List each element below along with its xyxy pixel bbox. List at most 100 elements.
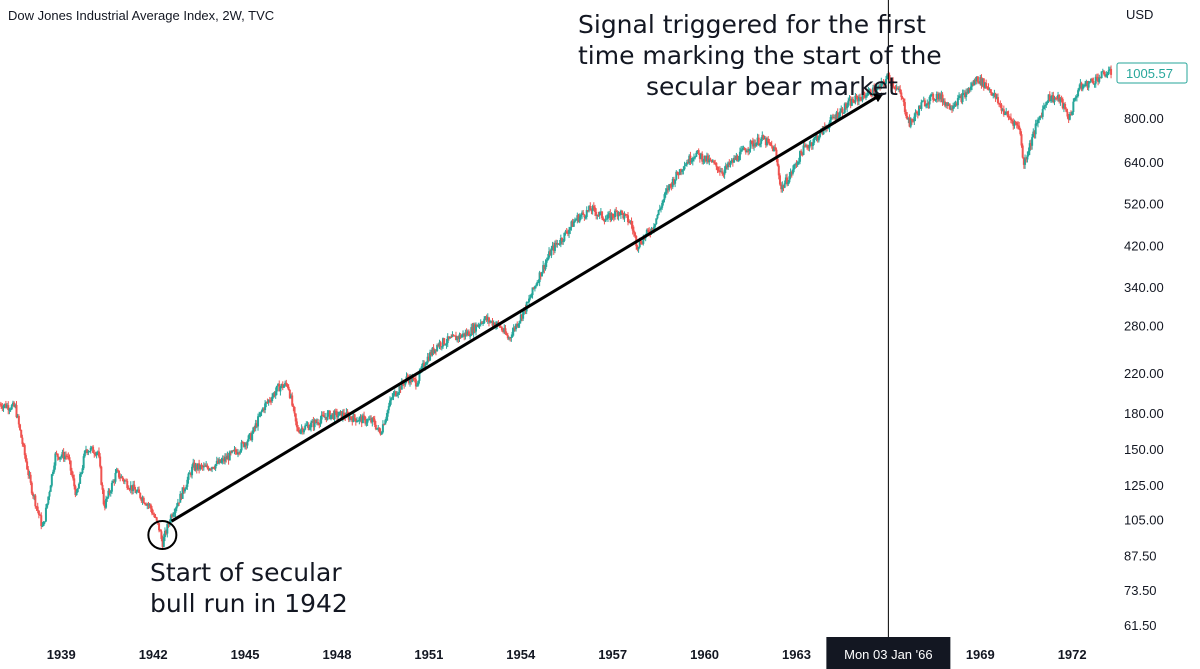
candle-body bbox=[186, 479, 189, 487]
candle-body bbox=[544, 262, 547, 270]
candle-body bbox=[74, 486, 77, 496]
candle-body bbox=[989, 89, 992, 93]
candle-body bbox=[294, 413, 297, 422]
annotation-line: bull run in 1942 bbox=[150, 589, 348, 618]
candle-body bbox=[325, 416, 328, 420]
candle-body bbox=[581, 212, 584, 216]
candle-body bbox=[107, 490, 110, 498]
candle-body bbox=[331, 413, 334, 415]
candle-body bbox=[893, 86, 896, 88]
candle-body bbox=[381, 424, 384, 433]
candle-body bbox=[756, 137, 759, 143]
candle-body bbox=[169, 515, 172, 523]
candle-body bbox=[715, 162, 718, 167]
candle-body bbox=[181, 487, 184, 499]
candle-body bbox=[173, 512, 176, 515]
candle-body bbox=[1088, 81, 1091, 83]
time-axis[interactable]: 1939 1942 1945 1948 1951 1954 1957 1960 1963 1969… bbox=[47, 647, 1087, 662]
candle-body bbox=[287, 386, 290, 390]
candle-body bbox=[1028, 143, 1031, 152]
candle-body bbox=[307, 424, 310, 430]
candle-body bbox=[645, 229, 648, 235]
candle-body bbox=[890, 80, 893, 84]
candle-body bbox=[973, 79, 976, 86]
candle-body bbox=[925, 105, 928, 107]
candle-body bbox=[855, 95, 858, 97]
candle-body bbox=[522, 311, 525, 319]
candle-body bbox=[470, 327, 473, 336]
candle-body bbox=[750, 140, 753, 142]
candle-body bbox=[1051, 95, 1054, 100]
candle-body bbox=[585, 210, 588, 217]
candle-body bbox=[1024, 158, 1027, 165]
candle-body bbox=[340, 411, 343, 419]
candle-body bbox=[661, 202, 664, 208]
candle-body bbox=[540, 272, 543, 277]
candle-body bbox=[993, 93, 996, 95]
candle-body bbox=[226, 455, 229, 460]
candle-body bbox=[339, 411, 342, 413]
candle-body bbox=[257, 416, 260, 427]
candle-body bbox=[142, 497, 145, 504]
candle-body bbox=[43, 521, 46, 523]
candle-body bbox=[28, 474, 31, 476]
candle-body bbox=[128, 489, 131, 491]
candle-body bbox=[677, 174, 680, 176]
candle-body bbox=[434, 349, 437, 351]
x-tick-label: 1954 bbox=[506, 647, 536, 662]
candle-body bbox=[430, 352, 433, 356]
candle-body bbox=[588, 206, 591, 211]
candle-body bbox=[968, 87, 971, 90]
candle-body bbox=[352, 414, 355, 422]
candle-body bbox=[387, 406, 390, 411]
candle-body bbox=[849, 99, 852, 106]
price-axis[interactable]: 800.00 640.00 520.00 420.00 340.00 280.00 220.… bbox=[1124, 111, 1164, 633]
candle-body bbox=[709, 158, 712, 160]
candle-body bbox=[716, 166, 719, 171]
candle-body bbox=[603, 219, 606, 222]
candle-body bbox=[873, 87, 876, 94]
candle-body bbox=[424, 364, 427, 367]
candle-body bbox=[17, 415, 20, 425]
candle-body bbox=[786, 177, 789, 185]
candle-body bbox=[703, 155, 706, 161]
candle-body bbox=[842, 112, 845, 114]
candle-body bbox=[652, 226, 655, 231]
candle-body bbox=[961, 93, 964, 102]
candle-body bbox=[47, 496, 50, 504]
candle-body bbox=[923, 100, 926, 107]
candle-body bbox=[921, 100, 924, 103]
candle-body bbox=[1012, 121, 1015, 126]
candle-body bbox=[180, 493, 183, 499]
candle-body bbox=[802, 145, 805, 155]
candle-body bbox=[881, 81, 884, 83]
candle-body bbox=[334, 410, 337, 412]
candle-body bbox=[321, 414, 324, 416]
candle-body bbox=[166, 523, 169, 534]
candle-body bbox=[749, 140, 752, 149]
candle-body bbox=[688, 155, 691, 164]
candle-body bbox=[1058, 94, 1061, 102]
candle-body bbox=[285, 382, 288, 385]
candle-body bbox=[949, 108, 952, 110]
candle-body bbox=[499, 326, 502, 328]
candle-body bbox=[938, 93, 941, 100]
candle-body bbox=[543, 265, 546, 270]
candle-body bbox=[437, 345, 440, 347]
candle-body bbox=[781, 185, 784, 190]
candle-body bbox=[15, 405, 18, 418]
candle-body bbox=[612, 216, 615, 218]
candle-body bbox=[1007, 114, 1010, 118]
candle-body bbox=[52, 471, 55, 475]
candle-body bbox=[899, 89, 902, 93]
candle-body bbox=[471, 327, 474, 334]
candle-body bbox=[305, 425, 308, 427]
candle-body bbox=[780, 184, 783, 190]
candle-body bbox=[1027, 151, 1030, 156]
candle-body bbox=[675, 171, 678, 180]
candle-body bbox=[1031, 137, 1034, 146]
candle-body bbox=[682, 169, 685, 171]
candle-body bbox=[700, 153, 703, 159]
candle-body bbox=[1038, 118, 1041, 120]
